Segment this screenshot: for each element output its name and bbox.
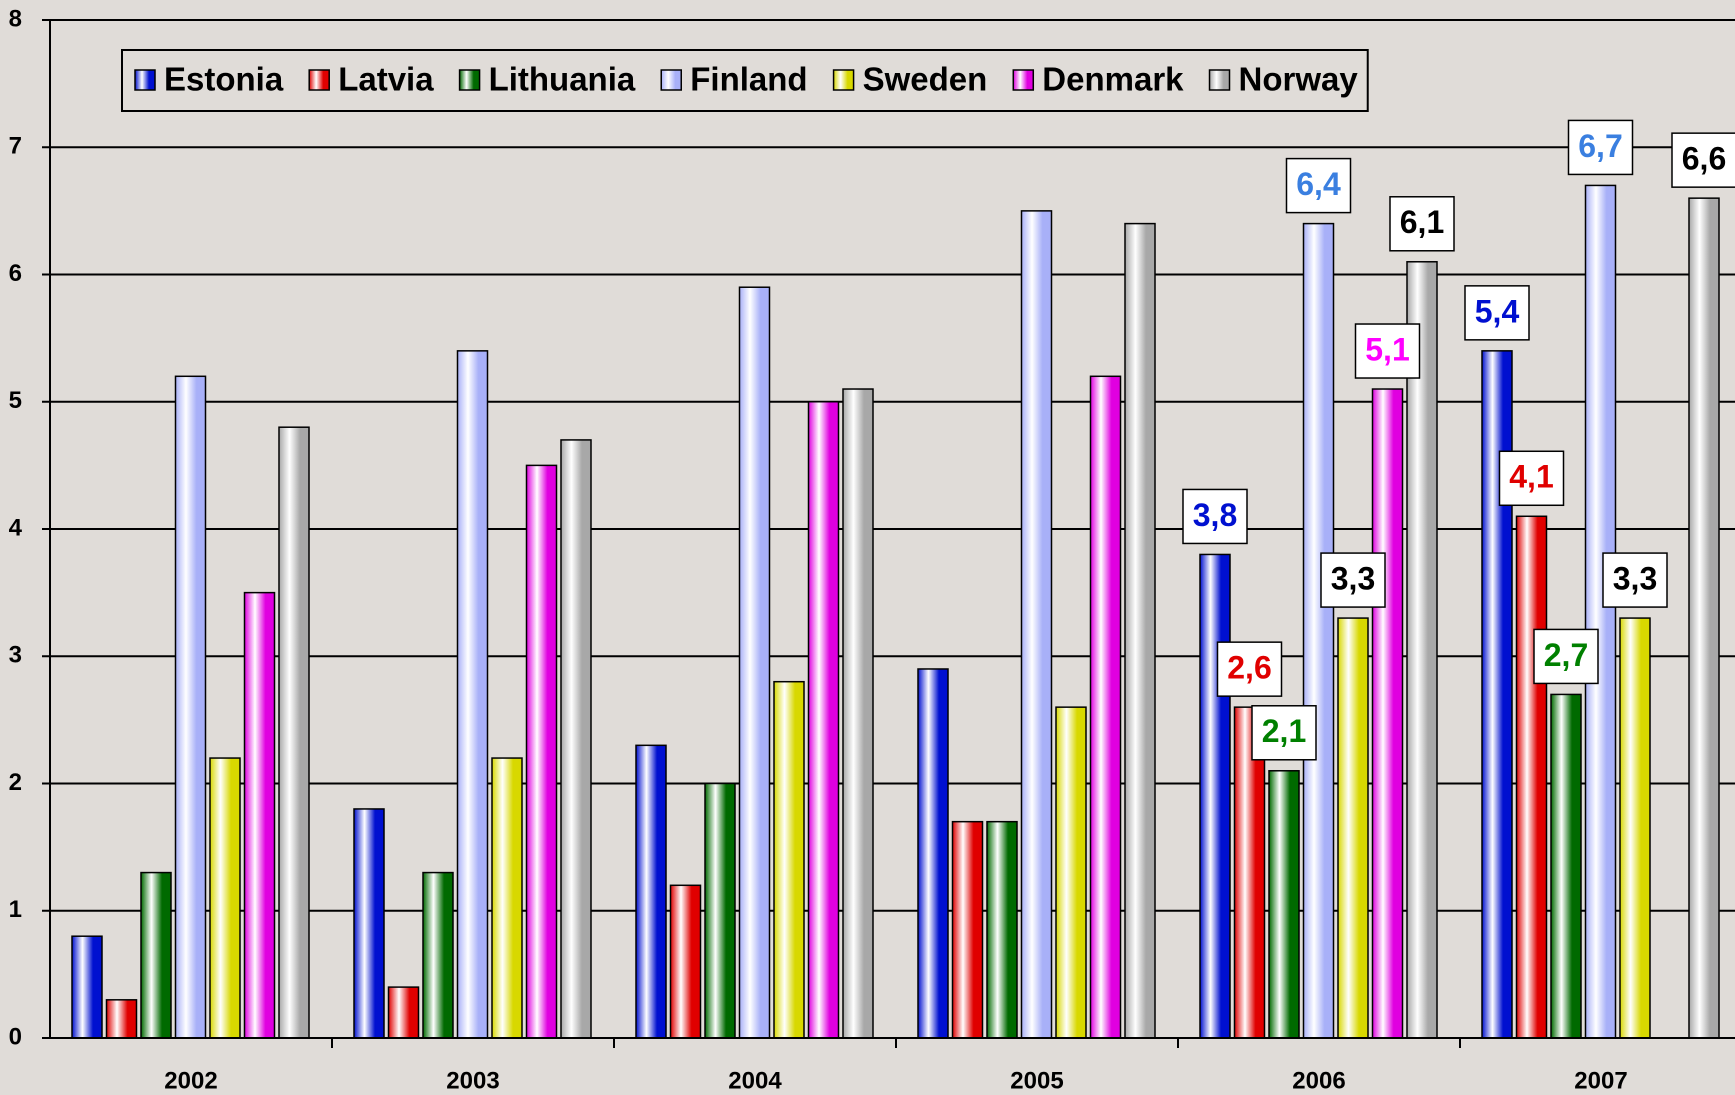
- data-label: 4,1: [1509, 459, 1553, 495]
- bar: [1337, 617, 1369, 1039]
- x-tick-label: 2007: [1574, 1067, 1627, 1094]
- bar: [1302, 222, 1335, 1039]
- bar: [1584, 184, 1617, 1039]
- y-tick-label: 3: [9, 642, 22, 669]
- bar: [560, 439, 592, 1039]
- bar: [525, 464, 558, 1039]
- bar: [951, 820, 984, 1039]
- bar: [422, 871, 454, 1039]
- bar: [278, 426, 310, 1039]
- y-tick-label: 7: [9, 133, 22, 160]
- bar: [738, 286, 771, 1039]
- x-tick-label: 2004: [728, 1067, 782, 1094]
- legend-label: Estonia: [164, 61, 284, 98]
- legend-swatch: [1012, 69, 1035, 91]
- data-label: 2,7: [1544, 637, 1588, 673]
- data-label: 6,1: [1400, 204, 1444, 240]
- bar: [387, 986, 420, 1039]
- legend-label: Norway: [1239, 61, 1359, 98]
- data-label: 5,4: [1475, 293, 1520, 329]
- bar: [71, 935, 103, 1039]
- legend-label: Lithuania: [489, 61, 636, 98]
- legend-swatch: [458, 69, 481, 91]
- y-tick-label: 1: [9, 896, 22, 923]
- legend-label: Sweden: [863, 61, 988, 98]
- x-tick-label: 2005: [1010, 1067, 1063, 1094]
- bar: [704, 782, 736, 1039]
- bar: [1268, 770, 1300, 1039]
- y-tick-label: 4: [9, 514, 23, 541]
- bar: [1371, 388, 1404, 1039]
- legend-label: Finland: [690, 61, 807, 98]
- legend-label: Latvia: [338, 61, 434, 98]
- legend-swatch: [134, 69, 156, 91]
- data-label: 6,6: [1682, 141, 1726, 177]
- legend-label: Denmark: [1042, 61, 1184, 98]
- y-tick-label: 6: [9, 260, 22, 287]
- bar: [209, 757, 241, 1039]
- y-tick-label: 8: [9, 5, 22, 32]
- data-label-box: [1567, 119, 1634, 176]
- bar: [1233, 706, 1266, 1039]
- bar: [1406, 261, 1438, 1039]
- y-tick-label: 5: [9, 387, 22, 414]
- bar: [1020, 210, 1053, 1039]
- data-label-box: [1602, 552, 1668, 608]
- bar: [807, 401, 840, 1039]
- data-label: 5,1: [1365, 331, 1409, 367]
- data-label: 3,3: [1331, 561, 1375, 597]
- bar: [917, 668, 949, 1039]
- legend-swatch: [308, 69, 330, 91]
- data-label: 2,1: [1262, 713, 1306, 749]
- bar: [243, 591, 276, 1039]
- bar: [773, 680, 805, 1039]
- bar: [353, 808, 385, 1039]
- legend-swatch: [832, 69, 855, 91]
- data-label-box: [1182, 488, 1248, 545]
- data-label-box: [1251, 705, 1317, 761]
- data-label-box: [1533, 628, 1599, 685]
- bar: [1089, 375, 1122, 1039]
- legend-swatch: [1208, 69, 1231, 91]
- bar: [635, 744, 667, 1039]
- data-label-box: [1285, 157, 1352, 214]
- y-tick-label: 2: [9, 769, 22, 796]
- bar: [1055, 706, 1087, 1039]
- bar: [1199, 553, 1231, 1039]
- bar: [842, 388, 874, 1039]
- bar: [1550, 693, 1582, 1039]
- bar: [491, 757, 523, 1039]
- bar: [456, 350, 489, 1039]
- data-label: 6,4: [1296, 166, 1341, 202]
- data-label-box: [1464, 285, 1530, 341]
- y-tick-label: 0: [9, 1023, 22, 1050]
- x-tick-label: 2003: [446, 1067, 499, 1094]
- bar: [669, 884, 702, 1039]
- data-label-box: [1216, 641, 1283, 697]
- data-label: 3,3: [1613, 561, 1657, 597]
- x-tick-label: 2002: [164, 1067, 217, 1094]
- x-tick-label: 2006: [1292, 1067, 1345, 1094]
- data-label-box: [1354, 323, 1421, 379]
- bar: [1515, 515, 1548, 1039]
- data-label-box: [1389, 196, 1455, 252]
- data-label-box: [1671, 132, 1735, 188]
- bar: [174, 375, 207, 1039]
- bar: [105, 999, 138, 1039]
- data-label: 2,6: [1227, 650, 1271, 686]
- data-label-box: [1498, 450, 1565, 507]
- data-label: 6,7: [1578, 128, 1622, 164]
- bar: [1688, 197, 1720, 1039]
- data-label-box: [1320, 552, 1386, 608]
- bar: [986, 820, 1018, 1039]
- bar: [1124, 222, 1156, 1039]
- legend-swatch: [660, 69, 682, 91]
- bar: [140, 871, 172, 1039]
- bar: [1619, 617, 1651, 1039]
- data-label: 3,8: [1193, 497, 1237, 533]
